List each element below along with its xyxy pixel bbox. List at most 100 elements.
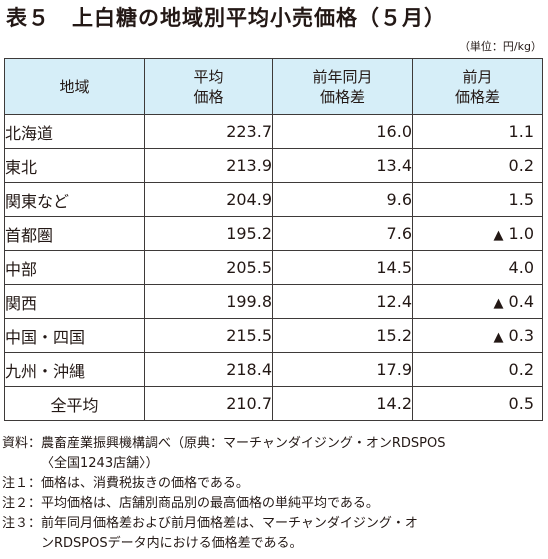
table-row: 全平均 210.7 14.2 0.5 xyxy=(4,386,543,421)
price-table: 地域 平均 価格 前年同月 価格差 前月 価格差 北海道 223.7 16.0 1.1 東北 2… xyxy=(4,58,543,421)
table-row: 関東など 204.9 9.6 1.5 xyxy=(4,182,543,217)
yoy-diff-cell: 14.2 xyxy=(272,386,413,421)
table-row: 北海道 223.7 16.0 1.1 xyxy=(4,114,543,149)
avg-price-cell-value: 213.9 xyxy=(226,156,272,175)
note-label: 資料： xyxy=(2,436,42,451)
yoy-diff-cell-value: 15.2 xyxy=(376,326,412,345)
yoy-diff-cell-value: 9.6 xyxy=(386,190,412,209)
mom-diff-cell-value: 1.0 xyxy=(508,224,534,243)
region-cell-value: 関東など xyxy=(5,191,70,211)
decrease-triangle-icon: ▲ xyxy=(493,296,504,311)
region-cell: 中国・四国 xyxy=(4,318,145,353)
region-cell-value: 北海道 xyxy=(5,123,54,143)
yoy-diff-cell-value: 7.6 xyxy=(386,224,412,243)
avg-price-cell-value: 204.9 xyxy=(226,190,272,209)
mom-diff-cell-value: 1.1 xyxy=(508,122,534,141)
avg-price-cell-value: 218.4 xyxy=(226,360,272,379)
header-mom-diff: 前月 価格差 xyxy=(412,58,543,115)
header-yoy-diff-label: 価格差 xyxy=(319,87,365,106)
note-label: 注１： xyxy=(2,476,42,491)
yoy-diff-cell: 15.2 xyxy=(272,318,413,353)
yoy-diff-cell-value: 14.5 xyxy=(376,258,412,277)
note-text: 農畜産業振興機構調べ（原典：マーチャンダイジング・オンRDSPOS 〈全国124… xyxy=(41,436,446,471)
mom-diff-cell: 4.0 xyxy=(412,250,543,285)
table-row: 中国・四国 215.5 15.2 ▲ 0.3 xyxy=(4,318,543,353)
mom-diff-cell-value: 0.2 xyxy=(508,360,534,379)
yoy-diff-cell: 9.6 xyxy=(272,182,413,217)
note-text: 前年同月価格差および前月価格差は、マーチャンダイジング・オ ンRDSPOSデータ… xyxy=(41,516,418,551)
avg-price-cell: 199.8 xyxy=(144,284,273,319)
table-row: 関西 199.8 12.4 ▲ 0.4 xyxy=(4,284,543,319)
yoy-diff-cell: 14.5 xyxy=(272,250,413,285)
yoy-diff-cell: 16.0 xyxy=(272,114,413,149)
avg-price-cell: 210.7 xyxy=(144,386,273,421)
header-mom-diff-label: 価格差 xyxy=(454,87,500,106)
avg-price-cell-value: 210.7 xyxy=(226,394,272,413)
yoy-diff-cell: 7.6 xyxy=(272,216,413,251)
region-cell: 九州・沖縄 xyxy=(4,352,145,387)
page-title: 表５ 上白糖の地域別平均小売価格（５月） xyxy=(6,6,446,30)
avg-price-cell-value: 195.2 xyxy=(226,224,272,243)
header-mom-diff-label: 前月 xyxy=(462,67,493,86)
mom-diff-cell: ▲ 0.4 xyxy=(412,284,543,319)
mom-diff-cell: ▲ 0.3 xyxy=(412,318,543,353)
region-cell: 北海道 xyxy=(4,114,145,149)
mom-diff-cell: 1.5 xyxy=(412,182,543,217)
avg-price-cell-value: 215.5 xyxy=(226,326,272,345)
unit-label: （単位：円/kg） xyxy=(458,40,542,53)
mom-diff-cell-value: 0.3 xyxy=(508,326,534,345)
table-row: 首都圏 195.2 7.6 ▲ 1.0 xyxy=(4,216,543,251)
mom-diff-cell: 1.1 xyxy=(412,114,543,149)
yoy-diff-cell-value: 12.4 xyxy=(376,292,412,311)
yoy-diff-cell-value: 17.9 xyxy=(376,360,412,379)
header-yoy-diff-label: 前年同月 xyxy=(312,67,373,86)
region-cell-value: 関西 xyxy=(5,293,38,313)
decrease-triangle-icon: ▲ xyxy=(493,228,504,243)
avg-price-cell: 215.5 xyxy=(144,318,273,353)
region-cell: 中部 xyxy=(4,250,145,285)
mom-diff-cell: ▲ 1.0 xyxy=(412,216,543,251)
note-text: 平均価格は、店舗別商品別の最高価格の単純平均である。 xyxy=(41,496,379,511)
note-item: 資料： 農畜産業振興機構調べ（原典：マーチャンダイジング・オンRDSPOS 〈全国… xyxy=(2,434,546,474)
mom-diff-cell: 0.5 xyxy=(412,386,543,421)
region-cell-value: 中部 xyxy=(5,259,38,279)
avg-price-cell: 223.7 xyxy=(144,114,273,149)
region-cell-value: 九州・沖縄 xyxy=(5,361,86,381)
header-avg-price-label: 平均 xyxy=(193,67,224,86)
note-item: 注３： 前年同月価格差および前月価格差は、マーチャンダイジング・オ ンRDSPOS… xyxy=(2,514,546,554)
region-cell-value: 全平均 xyxy=(50,395,99,415)
notes: 資料： 農畜産業振興機構調べ（原典：マーチャンダイジング・オンRDSPOS 〈全国… xyxy=(2,434,546,554)
note-label: 注２： xyxy=(2,496,42,511)
avg-price-cell: 195.2 xyxy=(144,216,273,251)
note-text: 価格は、消費税抜きの価格である。 xyxy=(41,476,249,491)
mom-diff-cell-value: 0.2 xyxy=(508,156,534,175)
header-avg-price-label: 価格 xyxy=(193,87,224,106)
region-cell-value: 中国・四国 xyxy=(5,327,86,347)
table-header-row: 地域 平均 価格 前年同月 価格差 前月 価格差 xyxy=(4,58,543,115)
yoy-diff-cell: 12.4 xyxy=(272,284,413,319)
region-cell: 東北 xyxy=(4,148,145,183)
note-item: 注２： 平均価格は、店舗別商品別の最高価格の単純平均である。 xyxy=(2,494,546,514)
avg-price-cell: 204.9 xyxy=(144,182,273,217)
avg-price-cell-value: 223.7 xyxy=(226,122,272,141)
yoy-diff-cell: 13.4 xyxy=(272,148,413,183)
table-row: 東北 213.9 13.4 0.2 xyxy=(4,148,543,183)
header-avg-price: 平均 価格 xyxy=(144,58,273,115)
region-cell: 全平均 xyxy=(4,386,145,421)
avg-price-cell: 218.4 xyxy=(144,352,273,387)
header-region: 地域 xyxy=(4,58,145,115)
table-row: 中部 205.5 14.5 4.0 xyxy=(4,250,543,285)
decrease-triangle-icon: ▲ xyxy=(493,330,504,345)
avg-price-cell-value: 199.8 xyxy=(226,292,272,311)
mom-diff-cell: 0.2 xyxy=(412,148,543,183)
table-row: 九州・沖縄 218.4 17.9 0.2 xyxy=(4,352,543,387)
note-item: 注１： 価格は、消費税抜きの価格である。 xyxy=(2,474,546,494)
region-cell: 関東など xyxy=(4,182,145,217)
mom-diff-cell: 0.2 xyxy=(412,352,543,387)
region-cell: 首都圏 xyxy=(4,216,145,251)
yoy-diff-cell-value: 13.4 xyxy=(376,156,412,175)
mom-diff-cell-value: 1.5 xyxy=(508,190,534,209)
region-cell: 関西 xyxy=(4,284,145,319)
mom-diff-cell-value: 4.0 xyxy=(508,258,534,277)
header-yoy-diff: 前年同月 価格差 xyxy=(272,58,413,115)
